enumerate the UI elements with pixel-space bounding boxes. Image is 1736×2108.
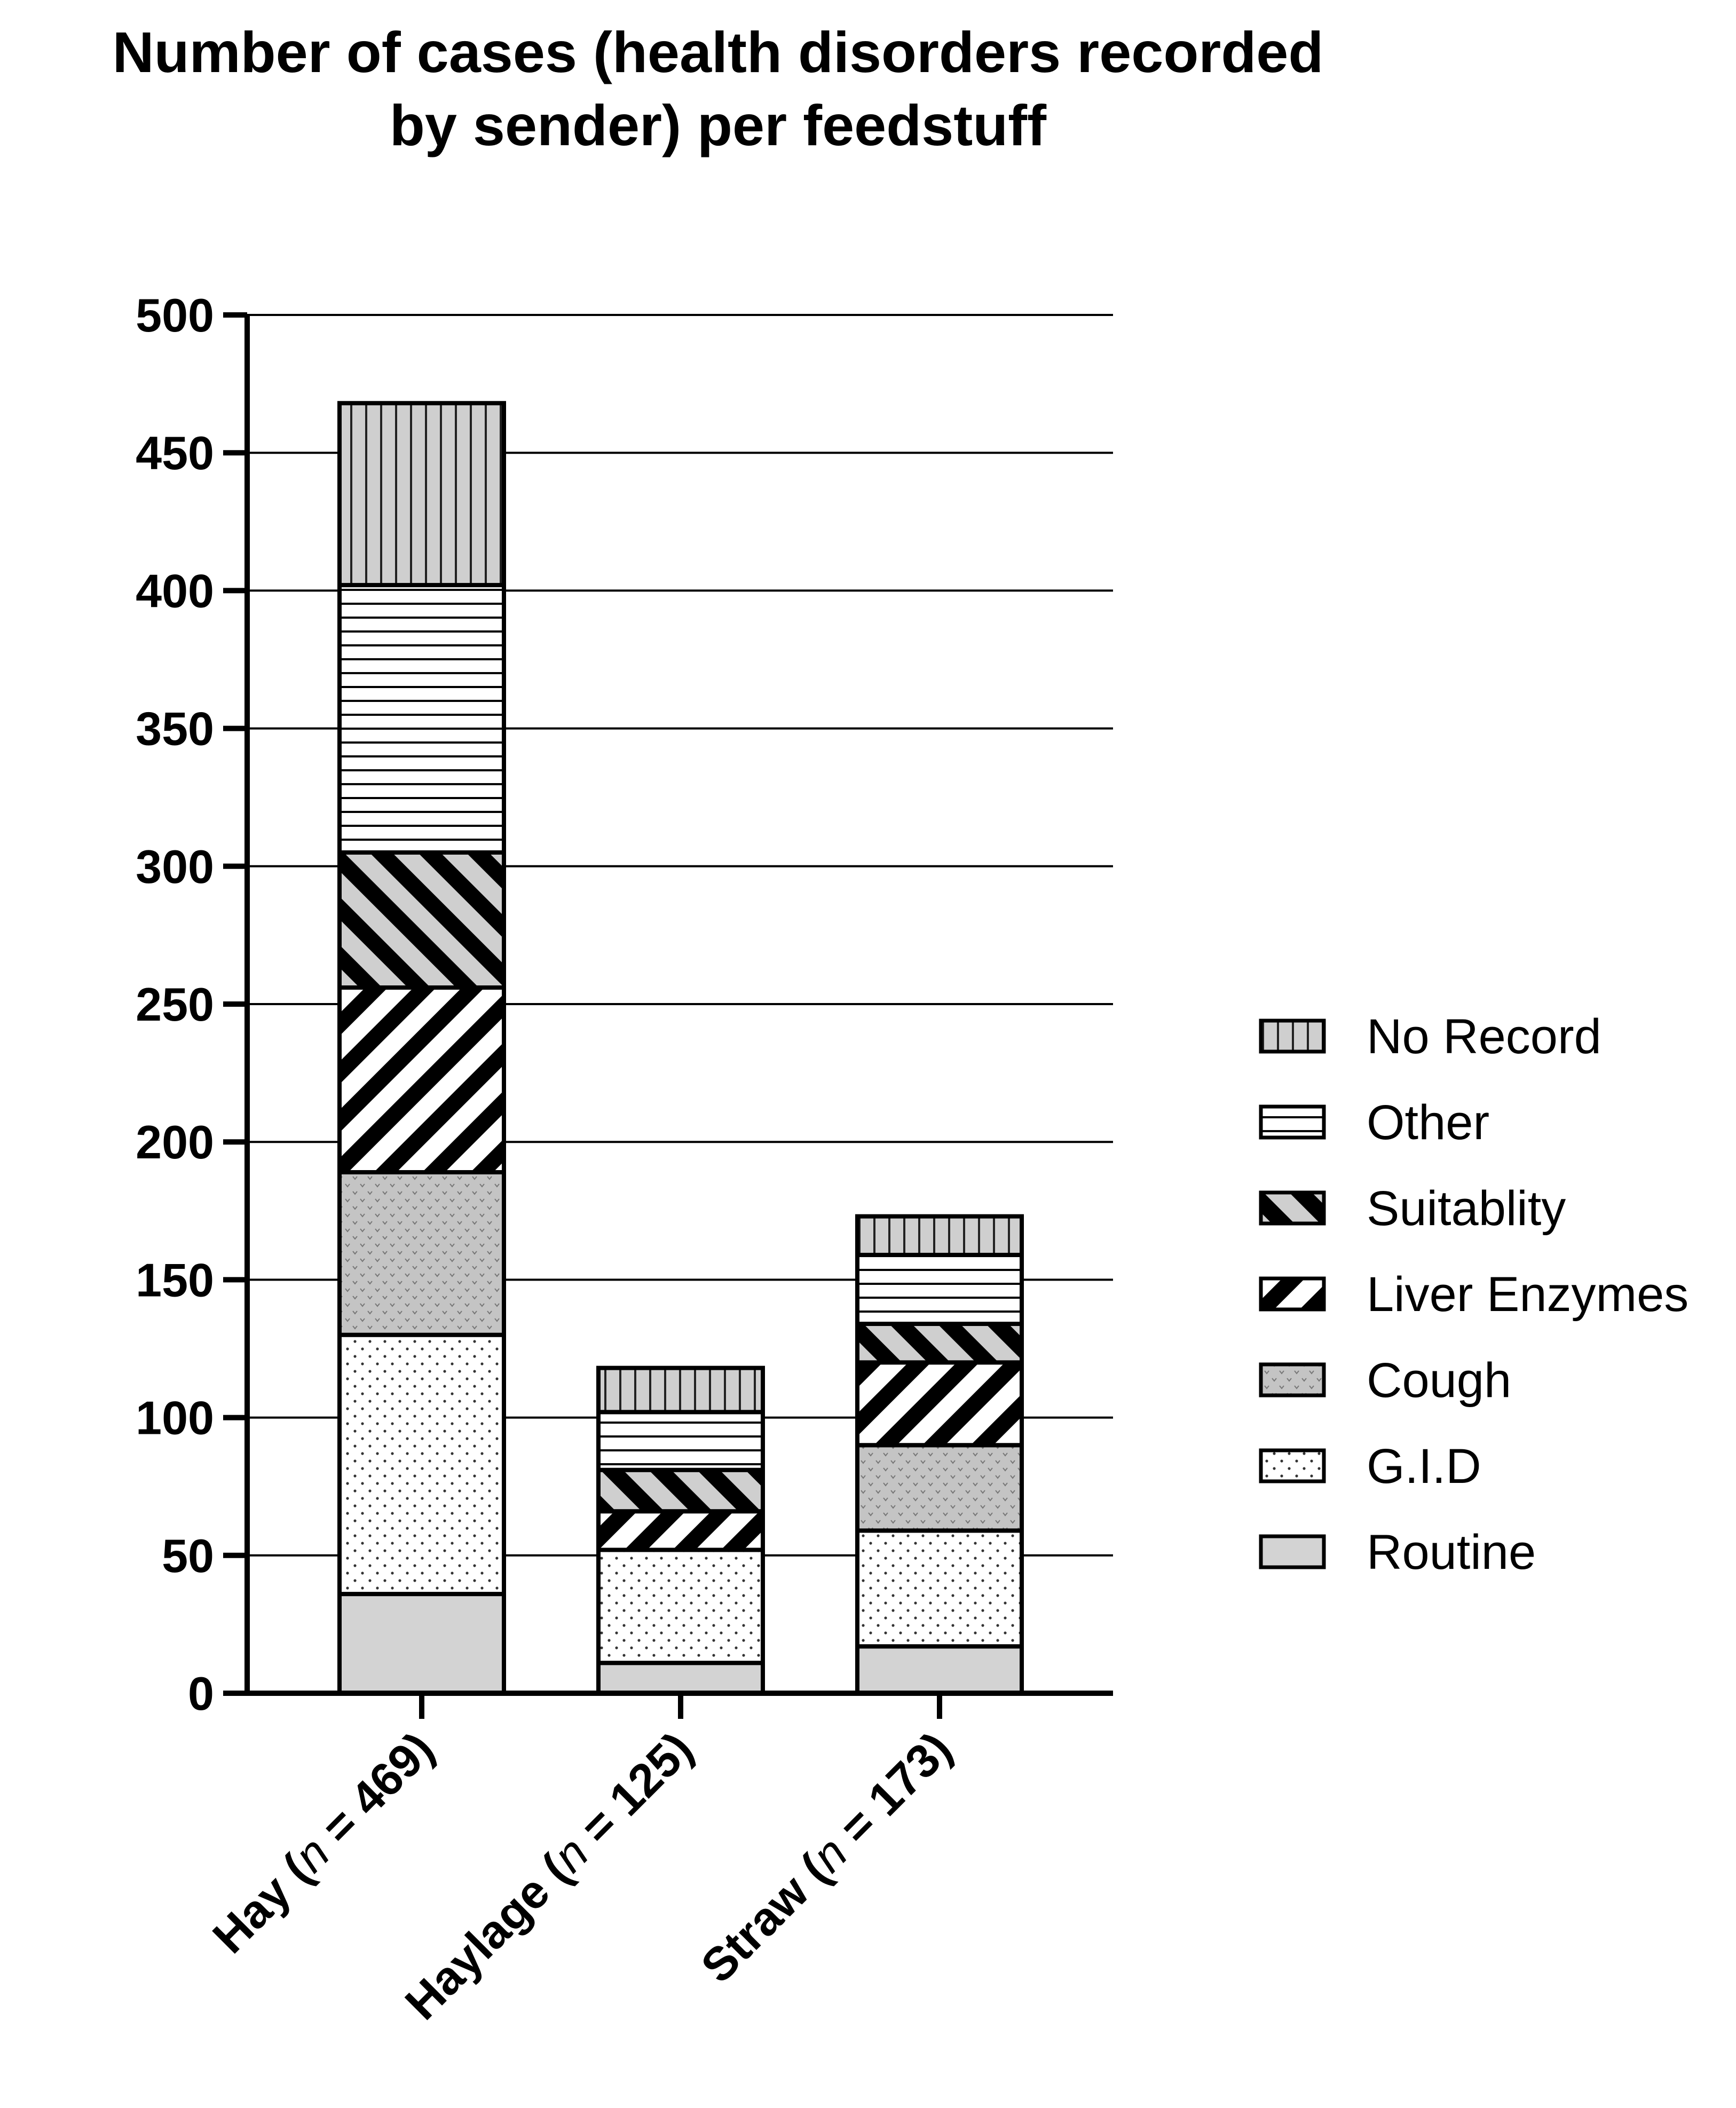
y-tick-label: 50 [162,1529,214,1582]
chart-title-line-2: by sender) per feedstuff [390,93,1047,157]
y-tick-label: 0 [188,1667,214,1720]
bar-segment-g-i-d-straw [855,1528,1024,1649]
bar-segment-liver-enzymes-hay [337,985,506,1175]
y-tick-label: 400 [136,564,214,617]
bar-segment-no-record-haylage [596,1365,765,1415]
bar-segment-suitablity-straw [855,1322,1024,1365]
bars [337,401,1024,1696]
legend-swatch-liver-enzymes [1259,1276,1326,1312]
y-tick-label: 250 [136,978,214,1031]
y-tick-label: 150 [136,1253,214,1306]
bar-segment-routine-straw [855,1644,1024,1695]
bar-segment-other-haylage [596,1410,765,1472]
axes: 0 50 100 150 200 250 300 350 400 450 500 Hay (n = 4… [136,289,1113,2030]
bar-segment-routine-hay [337,1592,506,1695]
y-tick-label: 500 [136,289,214,342]
legend-label: Cough [1367,1353,1511,1408]
legend-swatch-cough [1259,1362,1326,1398]
bar-segment-liver-enzymes-haylage [596,1509,765,1552]
legend-swatch-routine [1259,1534,1326,1569]
x-category-label: Hay (n = 469) [202,1722,444,1963]
bar-segment-cough-straw [855,1443,1024,1533]
legend-label: Other [1367,1095,1489,1150]
y-tick-label: 300 [136,840,214,893]
legend-swatch-other [1259,1104,1326,1140]
legend-label: Routine [1367,1525,1536,1580]
bar-segment-suitablity-hay [337,850,506,990]
legend-swatch-no-record [1259,1019,1326,1054]
bar-segment-g-i-d-haylage [596,1548,765,1665]
y-tick-label: 350 [136,702,214,755]
legend-swatch-g-i-d [1259,1448,1326,1483]
bar-segment-other-straw [855,1252,1024,1327]
x-category-label: Straw (n = 173) [691,1722,962,1993]
legend-label: No Record [1367,1009,1601,1064]
legend-label: Suitablity [1367,1181,1566,1236]
bar-segment-no-record-straw [855,1214,1024,1257]
y-tick-label: 450 [136,427,214,479]
bar-segment-liver-enzymes-straw [855,1360,1024,1448]
legend-label: Liver Enzymes [1367,1267,1688,1322]
bar-segment-other-hay [337,583,506,855]
legend: No Record Other Suitablity Liver Enzymes Cou… [1259,1009,1688,1580]
legend-swatch-suitablity [1259,1190,1326,1226]
y-tick-label: 100 [136,1392,214,1444]
bar-segment-g-i-d-hay [337,1332,506,1597]
bar-segment-suitablity-haylage [596,1467,765,1514]
bar-segment-cough-hay [337,1170,506,1337]
legend-label: G.I.D [1367,1439,1481,1494]
bar-segment-routine-haylage [596,1661,765,1696]
chart-title-line-1: Number of cases (health disorders record… [113,20,1324,84]
bar-segment-no-record-hay [337,401,506,588]
y-tick-label: 200 [136,1116,214,1169]
x-category-label: Haylage (n = 125) [395,1722,703,2030]
